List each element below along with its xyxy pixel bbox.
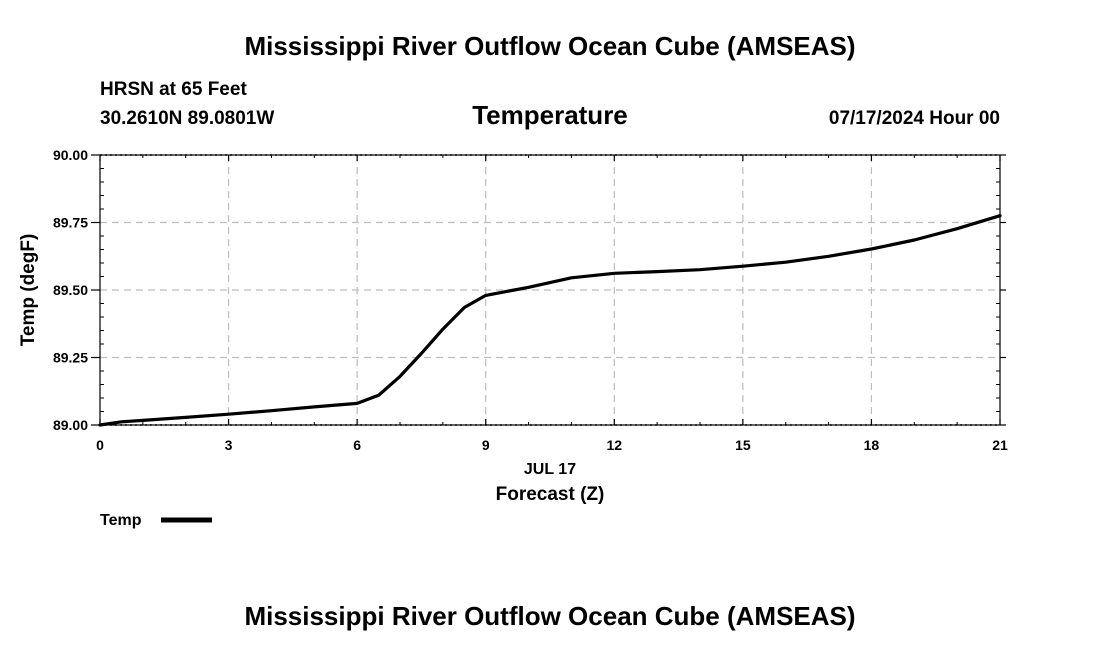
y-tick-label: 89.25 (53, 350, 88, 366)
x-tick-label: 9 (482, 437, 490, 453)
date-axis-label: JUL 17 (524, 461, 576, 478)
series-point (870, 247, 873, 251)
series-point (184, 416, 187, 419)
legend-label: Temp (100, 512, 142, 529)
series-point (355, 402, 359, 405)
x-tick-label: 12 (606, 437, 622, 453)
y-tick-label: 90.00 (53, 147, 88, 163)
series-point (227, 413, 230, 416)
x-axis-label: Forecast (Z) (496, 484, 605, 505)
series-point (613, 272, 616, 275)
y-tick-label: 89.50 (53, 282, 88, 298)
series-line-temp (98, 214, 1002, 427)
series-point (484, 294, 487, 297)
footer-title: Mississippi River Outflow Ocean Cube (AM… (244, 601, 855, 631)
series-point (784, 261, 787, 264)
series-point (441, 327, 445, 331)
series-point (463, 306, 466, 309)
y-axis-label: Temp (degF) (18, 234, 39, 347)
y-tick-label: 89.00 (53, 417, 88, 433)
series-point (570, 276, 573, 279)
series-point (527, 286, 530, 289)
x-tick-label: 18 (864, 437, 880, 453)
series-point (655, 270, 659, 273)
series-point (98, 423, 102, 427)
series-point (120, 420, 123, 423)
series-point (827, 255, 830, 258)
series-point (741, 265, 745, 268)
x-tick-label: 0 (96, 437, 104, 453)
x-tick-label: 21 (992, 437, 1008, 453)
station-label: HRSN at 65 Feet (100, 79, 247, 100)
series-point (141, 419, 145, 422)
series-point (913, 238, 916, 242)
x-tick-label: 6 (353, 437, 361, 453)
series-group (98, 214, 1002, 427)
series-point (698, 268, 702, 271)
series-point (270, 409, 273, 412)
series-point (955, 227, 959, 230)
series-point (377, 394, 380, 397)
x-tick-label: 15 (735, 437, 751, 453)
axis-ticks: 0 3 6 9 12 15 18 21 89.00 89.25 89.50 89.75 90.00 (53, 147, 1008, 453)
forecast-date-label: 07/17/2024 Hour 00 (829, 108, 1000, 129)
series-point (420, 352, 423, 355)
series-point (998, 214, 1002, 217)
series-point (398, 375, 402, 378)
chart-subtitle: Temperature (472, 100, 628, 130)
chart-main-title: Mississippi River Outflow Ocean Cube (AM… (244, 31, 855, 61)
grid-lines (100, 155, 1000, 425)
series-point (313, 405, 316, 409)
coordinates-label: 30.2610N 89.0801W (100, 108, 274, 129)
x-tick-label: 3 (225, 437, 233, 453)
y-tick-label: 89.75 (53, 215, 88, 231)
